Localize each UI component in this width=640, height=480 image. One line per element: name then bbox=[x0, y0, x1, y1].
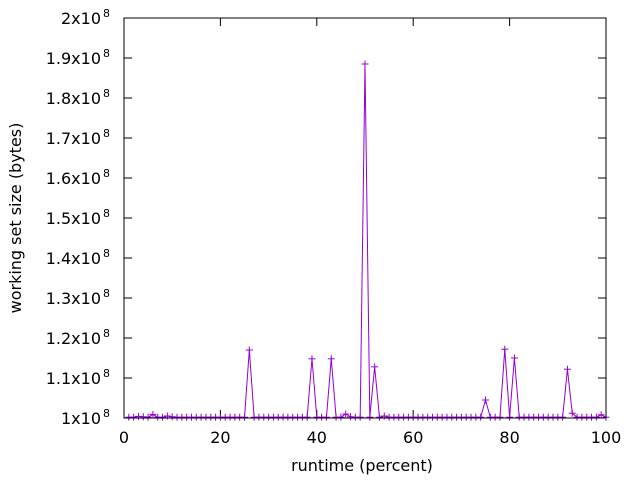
data-point bbox=[337, 413, 345, 421]
x-tick-label: 80 bbox=[499, 428, 519, 447]
y-tick-mantissa: 1.3x10 bbox=[46, 289, 101, 308]
series-line bbox=[128, 63, 607, 418]
y-tick-exponent: 8 bbox=[103, 327, 110, 340]
x-tick-label: 0 bbox=[119, 428, 129, 447]
data-point bbox=[303, 413, 311, 421]
data-point bbox=[477, 413, 485, 421]
data-point bbox=[482, 396, 489, 404]
y-tick-mantissa: 1.7x10 bbox=[46, 129, 101, 148]
y-tick-mantissa: 1.9x10 bbox=[46, 49, 101, 68]
y-tick-label: 1x10 8 bbox=[61, 407, 110, 428]
y-tick-label: 1.9x10 8 bbox=[46, 47, 110, 68]
y-tick-mantissa: 1x10 bbox=[61, 409, 101, 428]
y-tick-mantissa: 1.4x10 bbox=[46, 249, 101, 268]
x-tick-label: 40 bbox=[307, 428, 327, 447]
x-tick-label: 100 bbox=[591, 428, 622, 447]
data-point bbox=[356, 413, 364, 421]
y-tick-exponent: 8 bbox=[103, 47, 110, 60]
y-tick-label: 1.4x10 8 bbox=[46, 247, 110, 268]
data-point bbox=[501, 345, 509, 353]
y-tick-label: 1.3x10 8 bbox=[46, 287, 110, 308]
data-point bbox=[371, 363, 379, 371]
data-point bbox=[144, 413, 152, 421]
y-axis-ticks: 1x10 81.1x10 81.2x10 81.3x10 81.4x10 81.5x10 8… bbox=[46, 7, 606, 428]
data-point bbox=[245, 346, 253, 354]
x-axis-title: runtime (percent) bbox=[291, 456, 433, 475]
y-tick-label: 1.2x10 8 bbox=[46, 327, 110, 348]
data-point bbox=[308, 355, 316, 363]
data-point bbox=[506, 413, 514, 421]
y-tick-exponent: 8 bbox=[103, 207, 110, 220]
y-tick-exponent: 8 bbox=[103, 127, 110, 140]
series-working-set bbox=[125, 60, 610, 421]
y-tick-label: 1.1x10 8 bbox=[46, 367, 110, 388]
data-point bbox=[361, 60, 369, 68]
y-tick-mantissa: 1.5x10 bbox=[46, 209, 101, 228]
y-tick-exponent: 8 bbox=[103, 247, 110, 260]
data-point bbox=[342, 410, 350, 418]
data-point bbox=[322, 413, 330, 421]
data-point bbox=[559, 413, 567, 421]
y-tick-mantissa: 2x10 bbox=[61, 9, 101, 28]
y-tick-mantissa: 1.1x10 bbox=[46, 369, 101, 388]
y-tick-mantissa: 1.2x10 bbox=[46, 329, 101, 348]
y-axis-title: working set size (bytes) bbox=[6, 123, 25, 314]
y-tick-label: 1.8x10 8 bbox=[46, 87, 110, 108]
y-tick-label: 1.5x10 8 bbox=[46, 207, 110, 228]
y-tick-exponent: 8 bbox=[103, 287, 110, 300]
y-tick-exponent: 8 bbox=[103, 367, 110, 380]
x-axis-ticks: 0 20 40 60 80 100 bbox=[119, 18, 621, 447]
y-tick-exponent: 8 bbox=[103, 167, 110, 180]
data-point bbox=[568, 409, 576, 417]
y-tick-exponent: 8 bbox=[103, 407, 110, 420]
data-point bbox=[496, 413, 504, 421]
data-point bbox=[563, 365, 571, 373]
y-tick-label: 1.6x10 8 bbox=[46, 167, 110, 188]
y-tick-exponent: 8 bbox=[103, 87, 110, 100]
data-point bbox=[375, 413, 383, 421]
x-tick-label: 20 bbox=[210, 428, 230, 447]
data-point bbox=[159, 413, 167, 421]
data-point bbox=[592, 413, 600, 421]
data-point bbox=[241, 413, 248, 421]
x-tick-label: 60 bbox=[403, 428, 423, 447]
data-point bbox=[597, 411, 605, 419]
y-tick-exponent: 8 bbox=[103, 7, 110, 20]
data-point bbox=[149, 410, 157, 418]
data-point bbox=[366, 413, 374, 421]
plot-frame bbox=[123, 17, 607, 419]
data-point bbox=[327, 355, 335, 363]
data-point bbox=[510, 354, 518, 362]
y-tick-mantissa: 1.6x10 bbox=[46, 169, 101, 188]
data-point bbox=[130, 413, 138, 421]
y-tick-mantissa: 1.8x10 bbox=[46, 89, 101, 108]
y-tick-label: 2x10 8 bbox=[61, 7, 110, 28]
y-tick-label: 1.7x10 8 bbox=[46, 127, 110, 148]
